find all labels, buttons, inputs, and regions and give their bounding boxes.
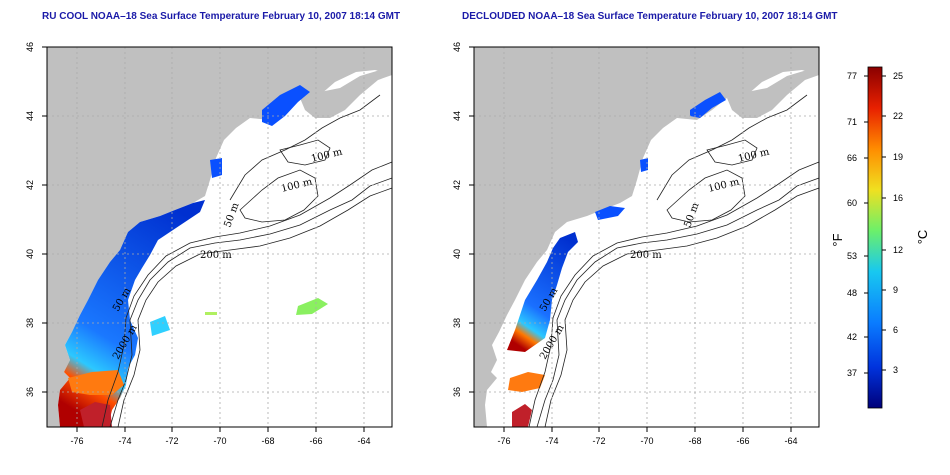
right-y-tick: 46	[452, 42, 462, 52]
left-x-tick: -64	[357, 436, 370, 446]
right-x-tick: -76	[497, 436, 510, 446]
left-map-title: RU COOL NOAA–18 Sea Surface Temperature …	[42, 11, 401, 22]
colorbar-fahrenheit-tick: 60	[847, 198, 857, 208]
right-map-isobaths	[528, 94, 820, 428]
right-y-tick: 44	[452, 111, 462, 121]
left-x-tick: -68	[261, 436, 274, 446]
colorbar-celsius-tick: 3	[893, 365, 898, 375]
left-y-tick: 36	[25, 387, 35, 397]
right-map-land	[474, 47, 819, 427]
right-map-grid	[474, 47, 819, 427]
left-map-land	[47, 47, 392, 427]
right-x-tick: -72	[592, 436, 605, 446]
left-y-tick: 38	[25, 318, 35, 328]
colorbar-celsius-label: °C	[915, 230, 930, 245]
right-map-sst-coastal	[507, 232, 578, 352]
colorbar-fahrenheit-tick: 66	[847, 153, 857, 163]
colorbar-celsius-tick: 19	[893, 152, 903, 162]
right-x-tick: -68	[688, 436, 701, 446]
colorbar-celsius-tick: 12	[893, 245, 903, 255]
left-map-grid	[47, 47, 392, 427]
left-map-isobaths	[101, 94, 393, 428]
colorbar-celsius-tick: 25	[893, 71, 903, 81]
right-contour-label-200m: 200 m	[630, 250, 662, 261]
left-contour-label-200m: 200 m	[200, 250, 232, 261]
right-x-tick: -64	[784, 436, 797, 446]
colorbar-fahrenheit-tick: 71	[847, 117, 857, 127]
colorbar-gradient	[867, 66, 883, 409]
colorbar-celsius-tick: 9	[893, 285, 898, 295]
colorbar-celsius-tick: 22	[893, 111, 903, 121]
left-y-tick: 42	[25, 180, 35, 190]
colorbar-fahrenheit-tick: 77	[847, 71, 857, 81]
left-x-tick: -76	[70, 436, 83, 446]
right-x-tick: -74	[545, 436, 558, 446]
right-x-tick: -70	[640, 436, 653, 446]
right-x-tick: -66	[736, 436, 749, 446]
colorbar-fahrenheit-tick: 42	[847, 332, 857, 342]
right-map-title: DECLOUDED NOAA–18 Sea Surface Temperatur…	[462, 11, 838, 22]
left-y-tick: 44	[25, 111, 35, 121]
left-y-tick: 40	[25, 249, 35, 259]
right-y-tick: 42	[452, 180, 462, 190]
colorbar-fahrenheit-tick: 48	[847, 288, 857, 298]
temperature-colorbar: 77 71 66 60 53 48 42 37 25 22 19 16 12 9…	[830, 66, 930, 409]
left-map-sst-coastal	[58, 200, 205, 427]
left-x-tick: -72	[165, 436, 178, 446]
left-x-tick: -66	[309, 436, 322, 446]
right-y-tick: 40	[452, 249, 462, 259]
colorbar-celsius-tick: 6	[893, 325, 898, 335]
colorbar-fahrenheit-tick: 37	[847, 368, 857, 378]
left-y-tick: 46	[25, 42, 35, 52]
right-y-tick: 36	[452, 387, 462, 397]
colorbar-celsius-tick: 16	[893, 193, 903, 203]
left-map-panel: 100 m 100 m 50 m 200 m 50 m 2000 m -	[25, 42, 393, 446]
left-x-tick: -74	[118, 436, 131, 446]
right-map-panel: 100 m 100 m 50 m 200 m 50 m 2000 m -76 -	[452, 42, 820, 446]
left-x-tick: -70	[213, 436, 226, 446]
colorbar-fahrenheit-label: °F	[830, 233, 845, 246]
colorbar-fahrenheit-tick: 53	[847, 251, 857, 261]
right-y-tick: 38	[452, 318, 462, 328]
